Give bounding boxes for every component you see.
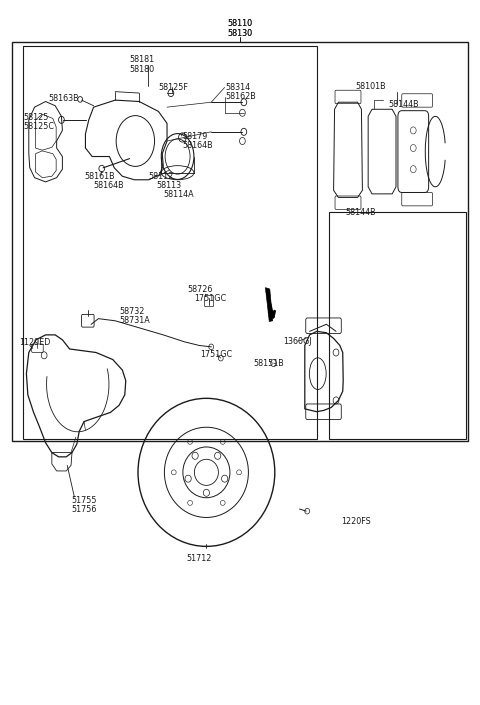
Text: 58125F: 58125F [158,83,188,92]
Text: 58110: 58110 [228,20,252,28]
Text: 58731A: 58731A [119,317,150,325]
Text: 51755: 51755 [71,496,96,505]
Text: 58181: 58181 [130,56,155,64]
Text: 1751GC: 1751GC [201,350,233,359]
Text: 58125C: 58125C [23,123,54,131]
Text: 58144B: 58144B [389,100,420,109]
Text: 58732: 58732 [119,307,144,316]
Text: 58162B: 58162B [226,92,256,101]
Text: 58125: 58125 [23,114,48,122]
Text: 58130: 58130 [228,29,252,37]
Text: 58130: 58130 [228,29,252,37]
Text: 1360GJ: 1360GJ [283,337,312,345]
Text: 1220FS: 1220FS [341,517,371,526]
Text: 58180: 58180 [130,65,155,73]
Text: 58163B: 58163B [48,94,79,103]
Text: 51756: 51756 [71,505,96,514]
Text: 58112: 58112 [149,172,174,180]
Text: 58110: 58110 [228,20,252,28]
Text: 58314: 58314 [226,83,251,92]
Text: 58144B: 58144B [346,209,376,217]
Text: 58179: 58179 [182,132,208,140]
Text: 58114A: 58114A [163,190,194,199]
Bar [329,212,466,439]
Text: 51712: 51712 [187,554,212,563]
Text: 58151B: 58151B [253,360,284,368]
Bar [23,46,317,439]
Text: 58164B: 58164B [182,141,213,149]
Bar [12,42,468,441]
Text: 58726: 58726 [187,285,213,293]
Text: 58113: 58113 [156,181,181,190]
Text: 58164B: 58164B [94,181,124,190]
Text: 58101B: 58101B [355,82,386,91]
Text: 58161B: 58161B [84,172,115,180]
Polygon shape [265,288,273,321]
Text: 1751GC: 1751GC [194,294,227,302]
Text: 1129ED: 1129ED [19,338,50,347]
